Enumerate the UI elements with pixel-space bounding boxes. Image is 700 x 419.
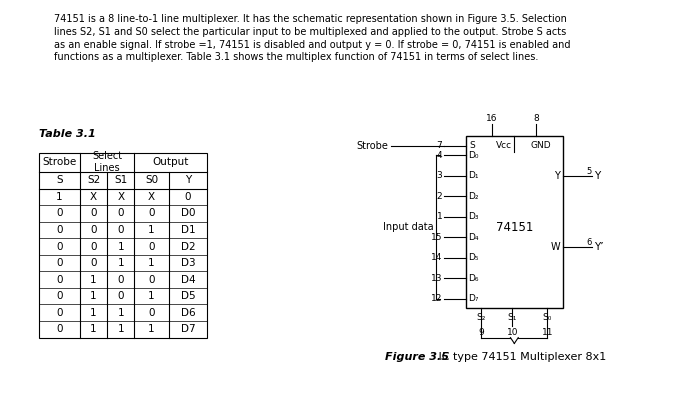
Text: 7: 7 xyxy=(437,141,442,150)
Text: 2: 2 xyxy=(437,192,442,201)
Text: Strobe: Strobe xyxy=(42,157,76,167)
Text: GND: GND xyxy=(531,141,552,150)
Text: D4: D4 xyxy=(181,274,195,285)
Text: Strobe: Strobe xyxy=(357,141,388,151)
Text: D3: D3 xyxy=(181,258,195,268)
Text: 0: 0 xyxy=(185,192,191,202)
Text: D₆: D₆ xyxy=(468,274,479,283)
Text: 0: 0 xyxy=(148,274,155,285)
Text: D5: D5 xyxy=(181,291,195,301)
Text: 0: 0 xyxy=(56,225,63,235)
Text: D7: D7 xyxy=(181,324,195,334)
Text: 1: 1 xyxy=(148,225,155,235)
Text: 0: 0 xyxy=(90,225,97,235)
Text: 13: 13 xyxy=(430,274,442,283)
Text: X: X xyxy=(90,192,97,202)
Text: 0: 0 xyxy=(90,258,97,268)
Text: 0: 0 xyxy=(56,241,63,251)
Text: 11: 11 xyxy=(542,328,553,337)
Text: D₁: D₁ xyxy=(468,171,479,181)
Text: S2: S2 xyxy=(87,175,100,185)
Text: lines S2, S1 and S0 select the particular input to be multiplexed and applied to: lines S2, S1 and S0 select the particula… xyxy=(54,27,566,37)
Text: 0: 0 xyxy=(118,274,124,285)
Text: S1: S1 xyxy=(114,175,127,185)
Text: 0: 0 xyxy=(90,208,97,218)
Text: 16: 16 xyxy=(486,114,498,123)
Text: 1: 1 xyxy=(56,192,63,202)
Text: D0: D0 xyxy=(181,208,195,218)
Text: 1: 1 xyxy=(118,241,124,251)
Text: 1: 1 xyxy=(118,324,124,334)
Text: 1: 1 xyxy=(437,212,442,221)
Text: 1: 1 xyxy=(90,324,97,334)
Text: 0: 0 xyxy=(56,208,63,218)
Text: 5: 5 xyxy=(587,166,592,176)
Text: X: X xyxy=(148,192,155,202)
Text: 0: 0 xyxy=(56,308,63,318)
Text: 1: 1 xyxy=(90,274,97,285)
Text: 1: 1 xyxy=(118,308,124,318)
Text: S0: S0 xyxy=(145,175,158,185)
Text: W: W xyxy=(550,243,560,253)
Text: as an enable signal. If strobe =1, 74151 is disabled and output y = 0. If strobe: as an enable signal. If strobe =1, 74151… xyxy=(54,39,570,49)
Text: 0: 0 xyxy=(118,291,124,301)
Text: X: X xyxy=(117,192,125,202)
Text: D2: D2 xyxy=(181,241,195,251)
Text: IC type 74151 Multiplexer 8x1: IC type 74151 Multiplexer 8x1 xyxy=(435,352,607,362)
Text: 6: 6 xyxy=(587,238,592,247)
Text: 1: 1 xyxy=(148,291,155,301)
Text: 15: 15 xyxy=(430,233,442,242)
Text: Output: Output xyxy=(153,157,189,167)
Text: D₄: D₄ xyxy=(468,233,479,242)
Text: Table 3.1: Table 3.1 xyxy=(39,129,96,139)
Text: 0: 0 xyxy=(56,274,63,285)
Text: 1: 1 xyxy=(148,258,155,268)
Text: Figure 3.5: Figure 3.5 xyxy=(385,352,449,362)
Text: S₂: S₂ xyxy=(477,313,486,322)
Text: 1: 1 xyxy=(148,324,155,334)
Text: Input data: Input data xyxy=(383,222,433,232)
Text: 1: 1 xyxy=(90,308,97,318)
Text: 0: 0 xyxy=(148,308,155,318)
Text: D6: D6 xyxy=(181,308,195,318)
Text: D1: D1 xyxy=(181,225,195,235)
Text: 4: 4 xyxy=(437,151,442,160)
Text: 74151 is a 8 line-to-1 line multiplexer. It has the schematic representation sho: 74151 is a 8 line-to-1 line multiplexer.… xyxy=(54,14,566,24)
Text: D₃: D₃ xyxy=(468,212,479,221)
Text: Select
Lines: Select Lines xyxy=(92,151,122,173)
Text: D₂: D₂ xyxy=(468,192,479,201)
Text: 0: 0 xyxy=(56,291,63,301)
Bar xyxy=(466,136,563,308)
Text: 0: 0 xyxy=(118,208,124,218)
Text: Y: Y xyxy=(185,175,191,185)
Text: 1: 1 xyxy=(90,291,97,301)
Text: 12: 12 xyxy=(431,294,442,303)
Text: D₀: D₀ xyxy=(468,151,479,160)
Text: 0: 0 xyxy=(148,208,155,218)
Text: S₁: S₁ xyxy=(508,313,517,322)
Text: S: S xyxy=(56,175,63,185)
Text: 74151: 74151 xyxy=(496,220,533,233)
Text: D₇: D₇ xyxy=(468,294,479,303)
Text: 14: 14 xyxy=(431,253,442,262)
Text: Y: Y xyxy=(554,171,560,181)
Text: 0: 0 xyxy=(148,241,155,251)
Text: Y’: Y’ xyxy=(594,243,604,253)
Text: 3: 3 xyxy=(437,171,442,181)
Text: 0: 0 xyxy=(56,258,63,268)
Text: 10: 10 xyxy=(507,328,518,337)
Text: Y: Y xyxy=(594,171,601,181)
Text: 0: 0 xyxy=(56,324,63,334)
Text: 9: 9 xyxy=(478,328,484,337)
Text: S₀: S₀ xyxy=(542,313,552,322)
Text: 1: 1 xyxy=(118,258,124,268)
Text: 0: 0 xyxy=(90,241,97,251)
Text: 8: 8 xyxy=(533,114,539,123)
Text: Vcc: Vcc xyxy=(496,141,512,150)
Bar xyxy=(39,153,207,338)
Text: S: S xyxy=(470,141,475,150)
Text: functions as a multiplexer. Table 3.1 shows the multiplex function of 74151 in t: functions as a multiplexer. Table 3.1 sh… xyxy=(54,52,538,62)
Text: 0: 0 xyxy=(118,225,124,235)
Text: D₅: D₅ xyxy=(468,253,479,262)
